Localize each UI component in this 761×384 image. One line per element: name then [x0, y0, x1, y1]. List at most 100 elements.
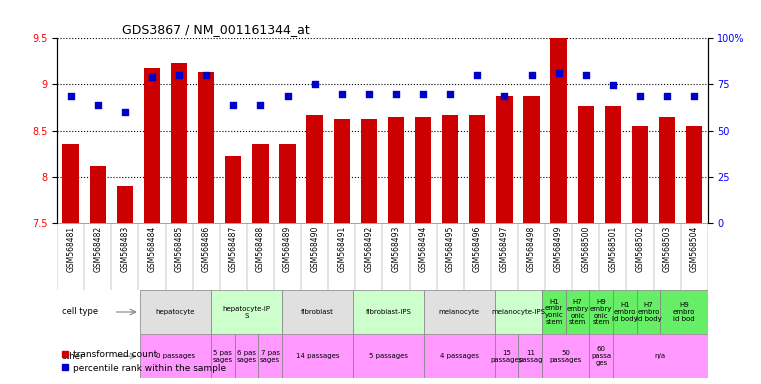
Bar	[140, 290, 211, 334]
Bar	[90, 166, 106, 223]
Bar	[613, 290, 637, 334]
Bar	[62, 144, 78, 223]
Text: GDS3867 / NM_001161344_at: GDS3867 / NM_001161344_at	[122, 23, 310, 36]
Text: GSM568502: GSM568502	[635, 226, 645, 272]
Point	[282, 93, 294, 99]
Text: GSM568497: GSM568497	[500, 226, 509, 273]
Text: GSM568488: GSM568488	[256, 226, 265, 272]
Text: GSM568490: GSM568490	[310, 226, 319, 273]
Text: fibroblast: fibroblast	[301, 309, 334, 315]
Bar	[518, 334, 542, 378]
Text: GSM568499: GSM568499	[554, 226, 563, 273]
Text: hepatocyte-iP
S: hepatocyte-iP S	[222, 306, 270, 318]
Bar	[424, 334, 495, 378]
Bar	[613, 334, 708, 378]
Point	[91, 102, 103, 108]
Point	[173, 72, 185, 78]
Bar	[388, 117, 404, 223]
Bar	[282, 334, 353, 378]
Bar	[171, 63, 187, 223]
Point	[607, 82, 619, 88]
Bar	[637, 290, 661, 334]
Bar	[550, 38, 567, 223]
Text: melanocyte: melanocyte	[439, 309, 479, 315]
Bar	[424, 290, 495, 334]
Point	[308, 81, 320, 88]
Text: GSM568494: GSM568494	[419, 226, 428, 273]
Text: GSM568492: GSM568492	[365, 226, 374, 272]
Text: melanocyte-IPS: melanocyte-IPS	[492, 309, 546, 315]
Text: 60
passa
ges: 60 passa ges	[591, 346, 611, 366]
Bar	[258, 334, 282, 378]
Bar	[282, 290, 353, 334]
Bar	[632, 126, 648, 223]
Text: 15
passages: 15 passages	[490, 350, 523, 362]
Point	[688, 93, 700, 99]
Bar	[661, 290, 708, 334]
Text: n/a: n/a	[655, 353, 666, 359]
Point	[363, 91, 375, 97]
Text: GSM568487: GSM568487	[229, 226, 237, 272]
Bar	[659, 117, 675, 223]
Text: H7
embro
id body: H7 embro id body	[635, 302, 661, 322]
Text: 7 pas
sages: 7 pas sages	[260, 350, 280, 362]
Text: hepatocyte: hepatocyte	[156, 309, 195, 315]
Bar	[565, 290, 590, 334]
Text: GSM568486: GSM568486	[202, 226, 211, 272]
Text: 5 passages: 5 passages	[369, 353, 408, 359]
Bar	[578, 106, 594, 223]
Bar	[198, 73, 215, 223]
Point	[146, 74, 158, 80]
Bar	[542, 290, 565, 334]
Bar	[307, 115, 323, 223]
Bar	[353, 334, 424, 378]
Bar	[279, 144, 295, 223]
Text: H1
embr
yonic
stem: H1 embr yonic stem	[545, 298, 563, 326]
Bar	[469, 115, 486, 223]
Bar	[524, 96, 540, 223]
Text: 0 passages: 0 passages	[156, 353, 195, 359]
Bar	[333, 119, 350, 223]
Text: 11
passag: 11 passag	[518, 350, 543, 362]
Point	[580, 72, 592, 78]
Point	[200, 72, 212, 78]
Bar	[590, 334, 613, 378]
Bar	[140, 334, 211, 378]
Bar	[495, 334, 518, 378]
Text: 4 passages: 4 passages	[440, 353, 479, 359]
Text: 50
passages: 50 passages	[549, 350, 582, 362]
Text: GSM568481: GSM568481	[66, 226, 75, 272]
Text: H7
embry
onic
stem: H7 embry onic stem	[566, 298, 589, 326]
Bar	[542, 334, 590, 378]
Text: H9
embro
id bod: H9 embro id bod	[673, 302, 696, 322]
Point	[65, 93, 77, 99]
Bar	[496, 96, 512, 223]
Text: cell type: cell type	[62, 308, 98, 316]
Point	[525, 72, 537, 78]
Text: 14 passages: 14 passages	[295, 353, 339, 359]
Text: GSM568489: GSM568489	[283, 226, 292, 272]
Text: 6 pas
sages: 6 pas sages	[237, 350, 256, 362]
Point	[444, 91, 457, 97]
Bar	[225, 156, 241, 223]
Text: H1
embro
id body: H1 embro id body	[612, 302, 638, 322]
Text: GSM568491: GSM568491	[337, 226, 346, 272]
Point	[661, 93, 673, 99]
Bar	[211, 290, 282, 334]
Point	[498, 93, 511, 99]
Bar	[361, 119, 377, 223]
Bar	[442, 115, 458, 223]
Point	[228, 102, 240, 108]
Text: GSM568503: GSM568503	[663, 226, 671, 273]
Bar	[495, 290, 542, 334]
Bar	[686, 126, 702, 223]
Bar	[116, 186, 133, 223]
Text: GSM568500: GSM568500	[581, 226, 591, 273]
Text: 5 pas
sages: 5 pas sages	[212, 350, 233, 362]
Text: GSM568501: GSM568501	[608, 226, 617, 272]
Text: fibroblast-IPS: fibroblast-IPS	[365, 309, 411, 315]
Text: GSM568485: GSM568485	[174, 226, 183, 272]
Point	[254, 102, 266, 108]
Text: H9
embry
onic
stem: H9 embry onic stem	[590, 298, 613, 326]
Legend: transformed count, percentile rank within the sample: transformed count, percentile rank withi…	[62, 350, 227, 372]
